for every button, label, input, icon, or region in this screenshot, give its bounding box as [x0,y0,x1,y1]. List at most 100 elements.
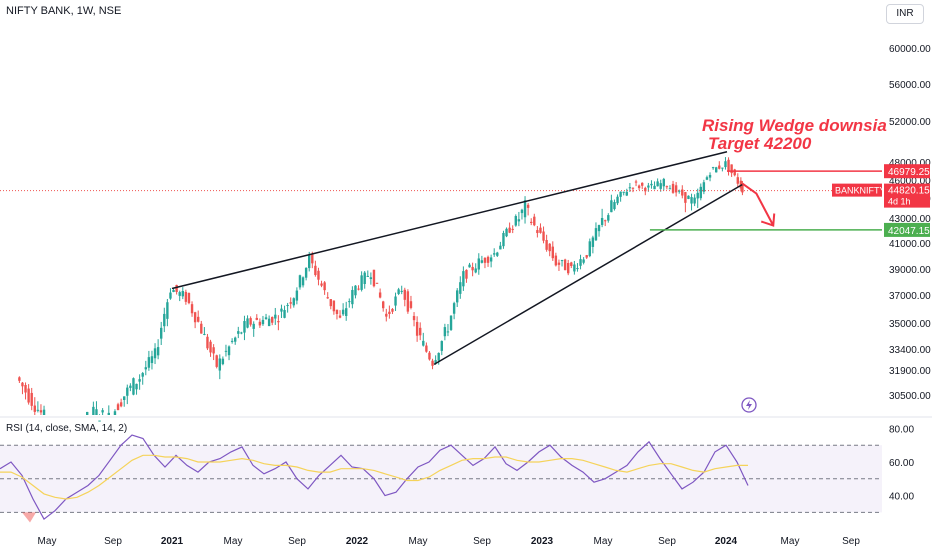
rsi-tick-label: 80.00 [889,424,914,435]
candle-body [116,404,120,411]
candle-body [113,411,117,415]
rsi-tick-label: 60.00 [889,458,914,469]
price-tick-label: 41000.00 [889,239,931,250]
candle-body [400,290,403,292]
candle-body [360,275,363,290]
time-tick-label: May [224,536,243,547]
time-tick-label: 2021 [161,536,184,547]
candle-body [653,185,656,190]
candle-body [678,190,681,192]
candle-body [289,302,292,304]
candle-body [369,277,373,280]
candle-body [123,396,126,400]
candle-body [508,227,511,233]
time-tick-label: 2023 [531,536,554,547]
candle-body [733,169,736,176]
candle-body [462,271,465,287]
candle-body [261,319,265,325]
candle-body [409,301,413,308]
candle-body [604,220,607,222]
candle-body [184,291,188,302]
symbol-tag [832,183,882,197]
price-tick-label: 37000.00 [889,291,931,302]
candle-body [730,164,733,174]
candle-body [92,406,95,415]
candle-body [496,252,499,256]
candle-body [699,186,702,199]
candle-body [684,192,687,203]
candle-body [576,268,579,270]
candle-body [708,174,712,178]
candle-body [264,317,268,320]
candle-body [95,409,98,415]
candle-body [382,301,385,309]
rsi-line [0,434,749,521]
current-price-tag [884,183,930,208]
candle-body [209,341,212,353]
candle-body [314,265,317,276]
candle-body [30,392,33,406]
candle-body [711,167,715,169]
candle-body [557,262,561,265]
candle-body [471,266,474,271]
candle-body [647,185,650,188]
currency-button[interactable]: INR [886,4,924,24]
countdown-label: 4d 1h [888,197,911,207]
candle-body [573,264,576,272]
candle-body [505,228,508,237]
candle-body [486,256,490,263]
candle-body [372,269,376,287]
candle-body [141,373,144,377]
candle-body [412,315,416,321]
candle-body [607,215,610,221]
candle-body [215,355,218,367]
candle-body [292,298,295,306]
candle-body [36,409,40,411]
candle-body [563,259,567,271]
candle-body [348,301,351,303]
candles [18,157,744,422]
price-tick-label: 35000.00 [889,319,931,330]
candle-body [357,288,360,290]
candle-body [554,255,558,266]
candle-body [628,187,632,189]
candle-body [741,191,744,193]
candle-body [274,314,277,319]
wedge-lower-line [433,183,743,366]
candle-body [610,200,613,213]
candle-body [477,258,480,270]
price-tick-label: 30500.00 [889,391,931,402]
candle-body [332,300,336,312]
price-tick-label: 48000.00 [889,158,931,169]
candle-body [286,305,289,307]
price-tick-label: 56000.00 [889,80,931,91]
candle-body [511,228,514,230]
candle-body [150,356,154,364]
time-tick-label: Sep [288,536,306,547]
candle-body [138,379,141,382]
candle-body [237,331,240,334]
candle-body [378,292,382,298]
rsi-oversold-fill [22,512,36,523]
candle-body [659,183,662,189]
candle-body [403,289,406,300]
candle-body [687,195,690,199]
candle-body [175,284,178,292]
price-tick-label: 52000.00 [889,117,931,128]
candle-body [406,291,410,312]
candle-body [338,315,342,318]
candle-body [385,313,388,317]
candle-body [341,309,345,315]
candle-body [230,340,234,342]
candle-body [702,182,706,192]
candle-body [665,186,669,188]
candle-body [526,204,530,208]
candle-body [335,309,339,314]
candle-body [169,292,172,299]
candle-body [622,191,625,193]
candle-body [298,275,302,288]
candle-body [160,327,163,339]
candle-body [397,289,400,294]
candle-body [246,318,249,328]
